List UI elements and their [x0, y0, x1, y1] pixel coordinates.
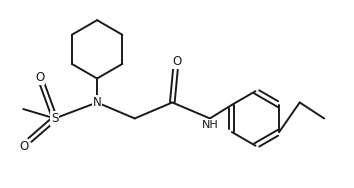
Text: N: N	[93, 96, 102, 109]
Text: NH: NH	[201, 120, 218, 130]
Text: O: O	[19, 140, 29, 153]
Text: O: O	[173, 55, 182, 68]
Text: O: O	[35, 70, 44, 84]
Text: S: S	[51, 112, 58, 125]
